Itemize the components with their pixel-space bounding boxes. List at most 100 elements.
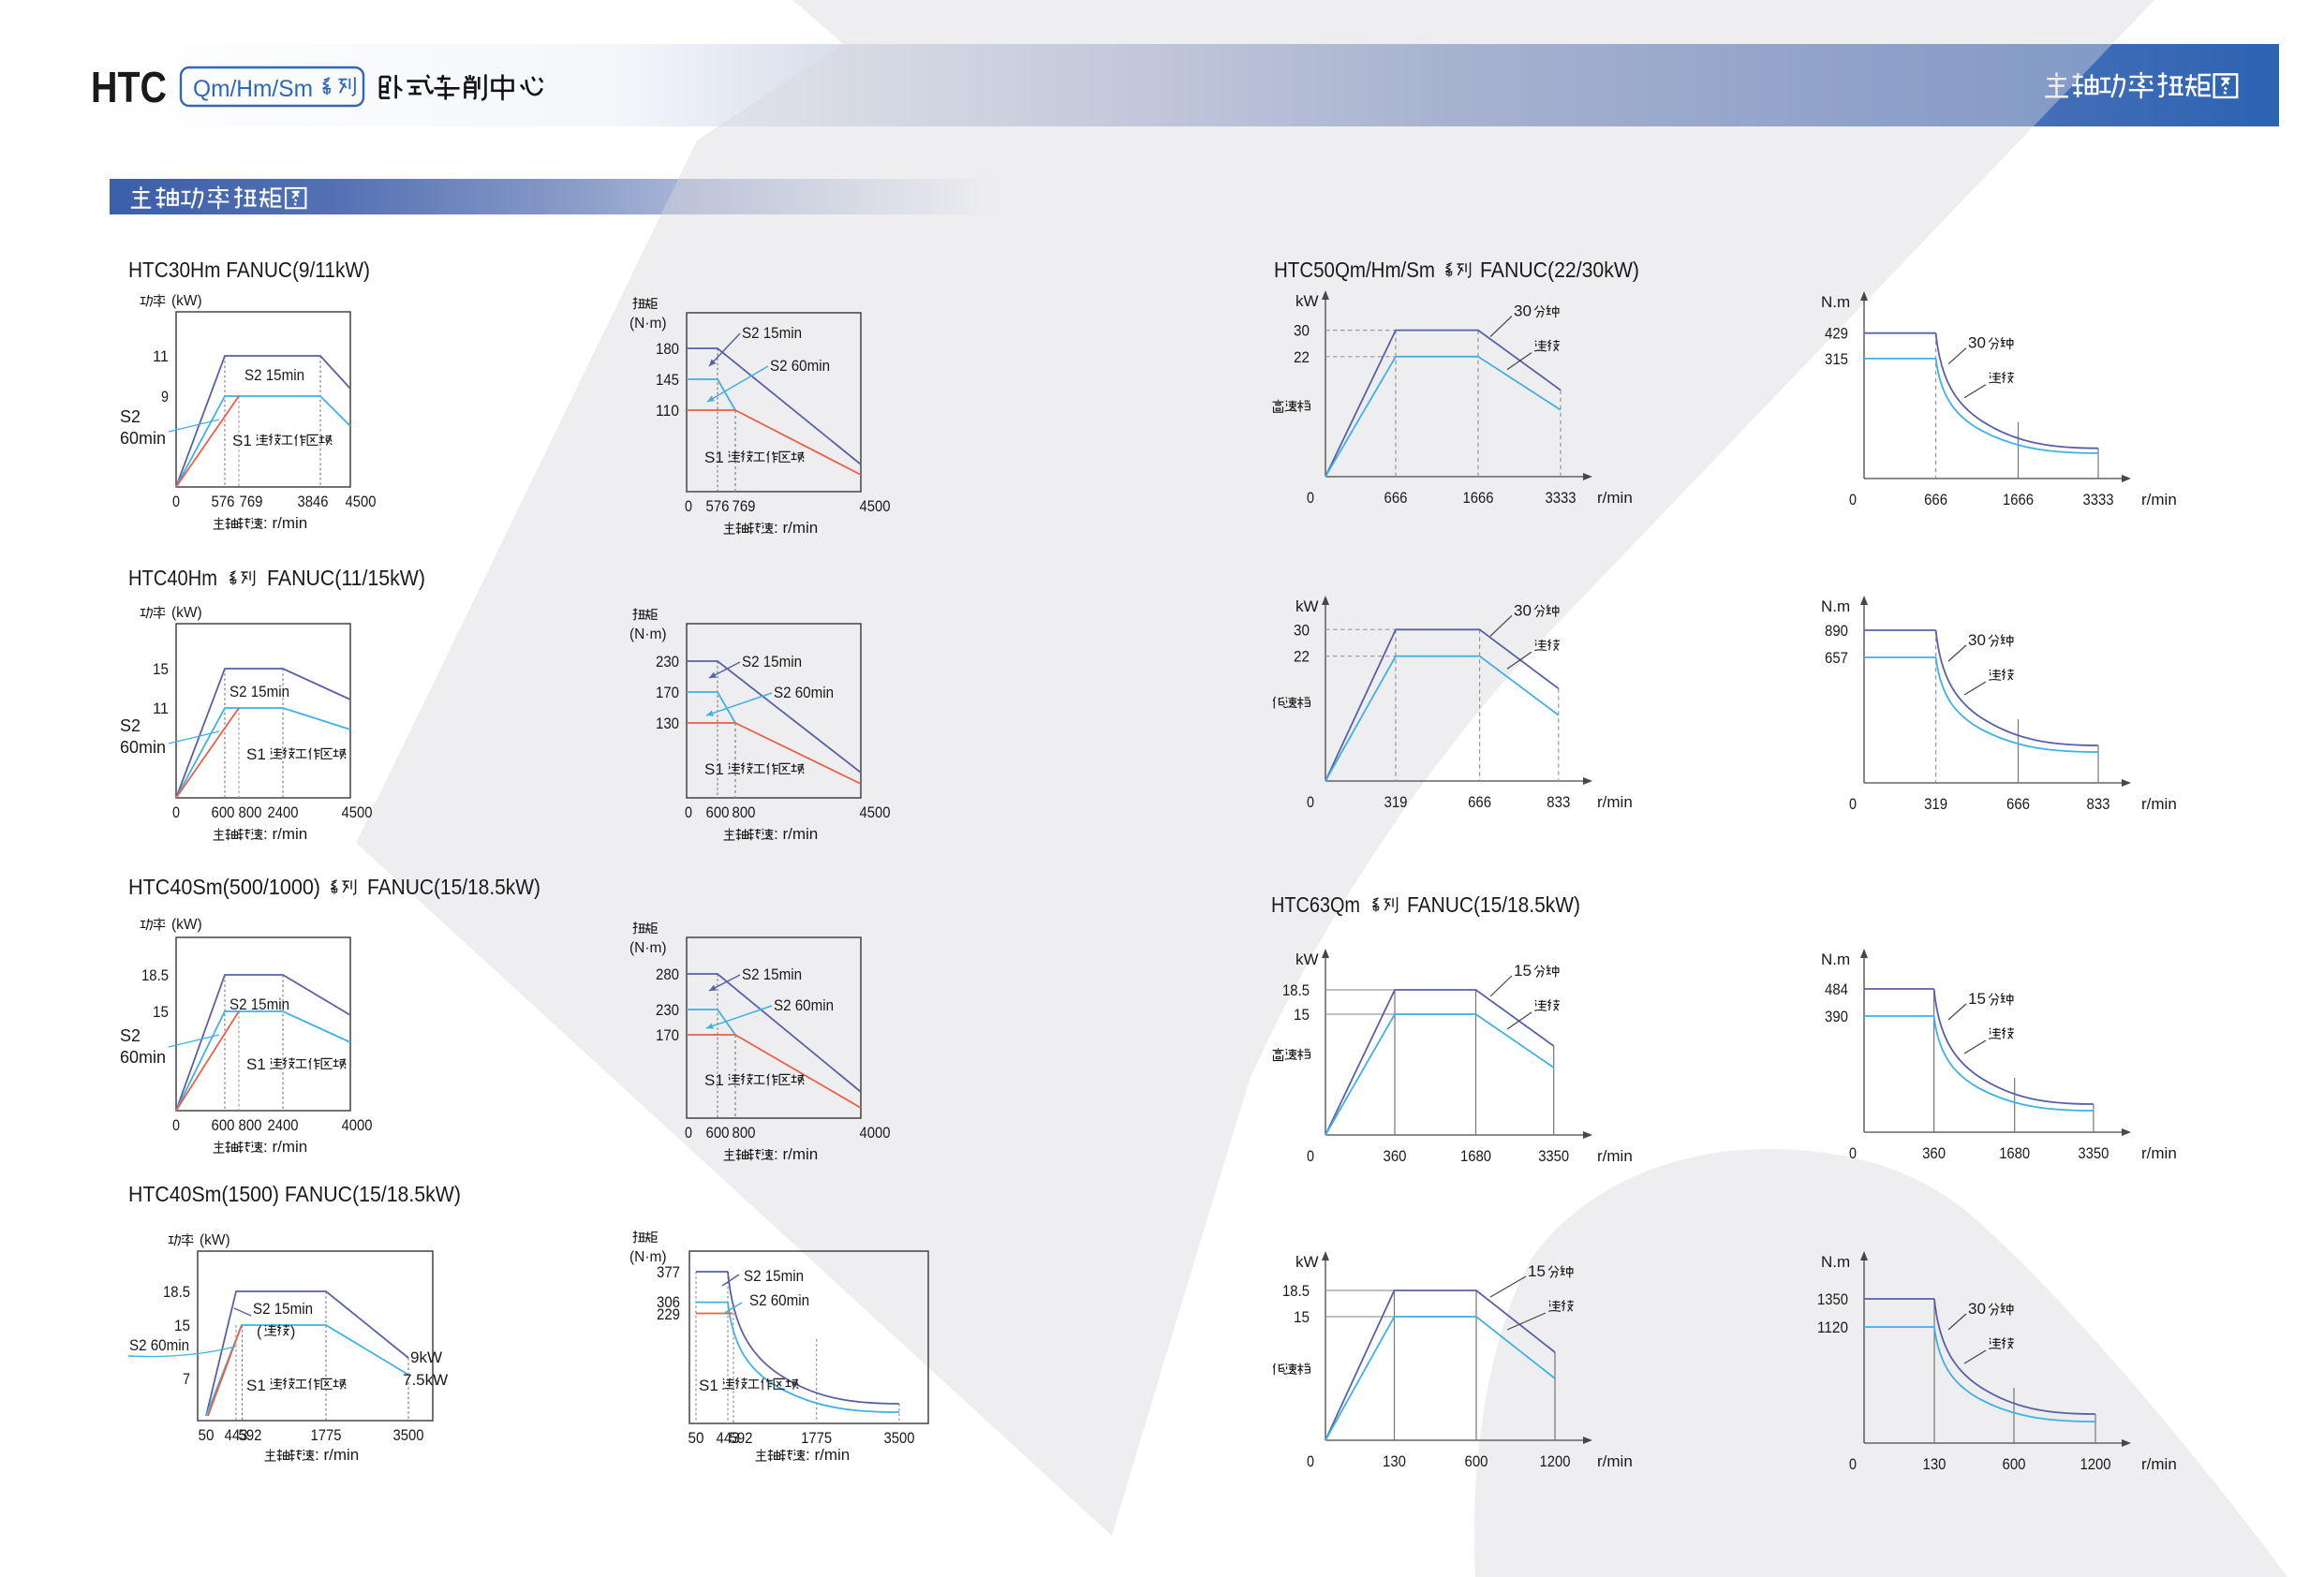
svg-text:429: 429 [1825,325,1848,343]
svg-text:30: 30 [1968,631,1986,649]
svg-text:S2 60min: S2 60min [774,996,834,1014]
svg-text:3846: 3846 [298,493,329,510]
svg-text:S1: S1 [699,1377,718,1394]
svg-text:230: 230 [656,653,679,671]
svg-text:600: 600 [1465,1452,1488,1470]
svg-text:22: 22 [1294,348,1310,366]
svg-text:4500: 4500 [342,803,373,821]
svg-text:HTC50Qm/Hm/Sm: HTC50Qm/Hm/Sm [1274,258,1435,282]
svg-text:(N·m): (N·m) [629,316,667,332]
svg-text:800: 800 [733,803,756,821]
svg-text:: r/min: : r/min [774,519,818,537]
svg-text:FANUC(11/15kW): FANUC(11/15kW) [267,566,425,590]
svg-text:890: 890 [1825,622,1848,640]
svg-text:1200: 1200 [2080,1455,2111,1473]
svg-text:4500: 4500 [346,493,377,510]
svg-text:15: 15 [153,660,169,678]
svg-text:666: 666 [1924,491,1947,508]
svg-text:7.5kW: 7.5kW [403,1371,448,1389]
svg-text:319: 319 [1924,795,1947,813]
svg-text:30: 30 [1968,334,1986,352]
svg-text:kW: kW [1295,1253,1319,1271]
svg-text:S2: S2 [120,1026,141,1045]
svg-text:S2 60min: S2 60min [129,1336,189,1354]
svg-text:600: 600 [706,803,730,821]
svg-text:(N·m): (N·m) [629,940,667,956]
svg-text:592: 592 [239,1426,262,1444]
svg-text:1775: 1775 [311,1426,342,1444]
svg-text:HTC30Hm FANUC(9/11kW): HTC30Hm FANUC(9/11kW) [128,258,370,282]
svg-text:15: 15 [1528,1262,1546,1280]
svg-text:306: 306 [657,1293,680,1311]
svg-text:3333: 3333 [2083,491,2114,508]
svg-text:18.5: 18.5 [141,966,169,984]
svg-text:: r/min: : r/min [315,1446,359,1464]
svg-text:1120: 1120 [1817,1319,1848,1336]
svg-text:18.5: 18.5 [163,1283,190,1301]
svg-text:S2 60min: S2 60min [749,1291,809,1309]
svg-text:60min: 60min [120,1048,166,1067]
svg-text:180: 180 [656,340,679,358]
svg-text:666: 666 [1468,793,1491,811]
svg-text:110: 110 [656,402,679,420]
svg-text:S1: S1 [704,1071,724,1089]
svg-text:r/min: r/min [2141,491,2177,508]
svg-text:r/min: r/min [2141,1455,2177,1473]
svg-text:1775: 1775 [801,1429,832,1447]
svg-text:130: 130 [1923,1455,1947,1473]
svg-text:484: 484 [1825,980,1848,998]
svg-text:(kW): (kW) [171,605,202,621]
svg-text:HTC: HTC [91,63,167,111]
svg-text:0: 0 [1307,489,1314,507]
svg-text:HTC40Sm(1500) FANUC(15/18.5kW: HTC40Sm(1500) FANUC(15/18.5kW) [128,1182,461,1206]
svg-text:S2 15min: S2 15min [744,1267,804,1285]
svg-text:kW: kW [1295,597,1319,615]
svg-text:: r/min: : r/min [774,825,818,843]
svg-text:30: 30 [1968,1300,1986,1318]
svg-text:4500: 4500 [860,803,891,821]
svg-text:S2 15min: S2 15min [253,1300,313,1318]
svg-text:r/min: r/min [2141,1144,2177,1162]
svg-text:r/min: r/min [1597,489,1633,507]
svg-text:FANUC(15/18.5kW): FANUC(15/18.5kW) [1407,892,1580,917]
svg-text:r/min: r/min [1597,793,1633,811]
svg-text:3500: 3500 [393,1426,424,1444]
svg-text:800: 800 [733,1124,756,1142]
svg-text:S2 15min: S2 15min [742,324,802,342]
svg-text:9kW: 9kW [410,1349,442,1366]
svg-text:657: 657 [1825,649,1848,667]
svg-text:(N·m): (N·m) [629,626,667,642]
svg-text:kW: kW [1295,951,1319,968]
svg-text:0: 0 [1307,1452,1314,1470]
svg-text:: r/min: : r/min [263,514,307,532]
svg-text:3333: 3333 [1546,489,1576,507]
svg-text:S2 15min: S2 15min [229,683,289,700]
svg-text:r/min: r/min [2141,795,2177,813]
svg-text:18.5: 18.5 [1282,1282,1310,1300]
svg-text:3500: 3500 [884,1429,915,1447]
svg-text:S2: S2 [120,407,141,426]
svg-text:(N·m): (N·m) [629,1249,667,1265]
svg-text:S1: S1 [246,1377,266,1394]
svg-text:30: 30 [1514,601,1532,619]
svg-text:7: 7 [183,1370,190,1388]
svg-text:800: 800 [239,1116,262,1134]
svg-text:: r/min: : r/min [806,1446,850,1464]
svg-text:0: 0 [685,497,692,515]
svg-text:: r/min: : r/min [774,1145,818,1163]
svg-text:60min: 60min [120,429,166,448]
svg-text:4500: 4500 [860,497,891,515]
svg-text:15: 15 [1968,990,1986,1008]
svg-text:9: 9 [161,388,169,405]
svg-text:S2 15min: S2 15min [229,995,289,1013]
svg-text:576: 576 [706,497,730,515]
svg-text:769: 769 [733,497,756,515]
svg-text:30: 30 [1294,322,1310,340]
svg-text:S2 15min: S2 15min [742,965,802,983]
svg-text:r/min: r/min [1597,1147,1633,1165]
svg-text:600: 600 [212,803,235,821]
svg-text:r/min: r/min [1597,1452,1633,1470]
svg-text:280: 280 [656,965,679,983]
svg-text:170: 170 [656,684,679,701]
svg-text:666: 666 [1384,489,1408,507]
